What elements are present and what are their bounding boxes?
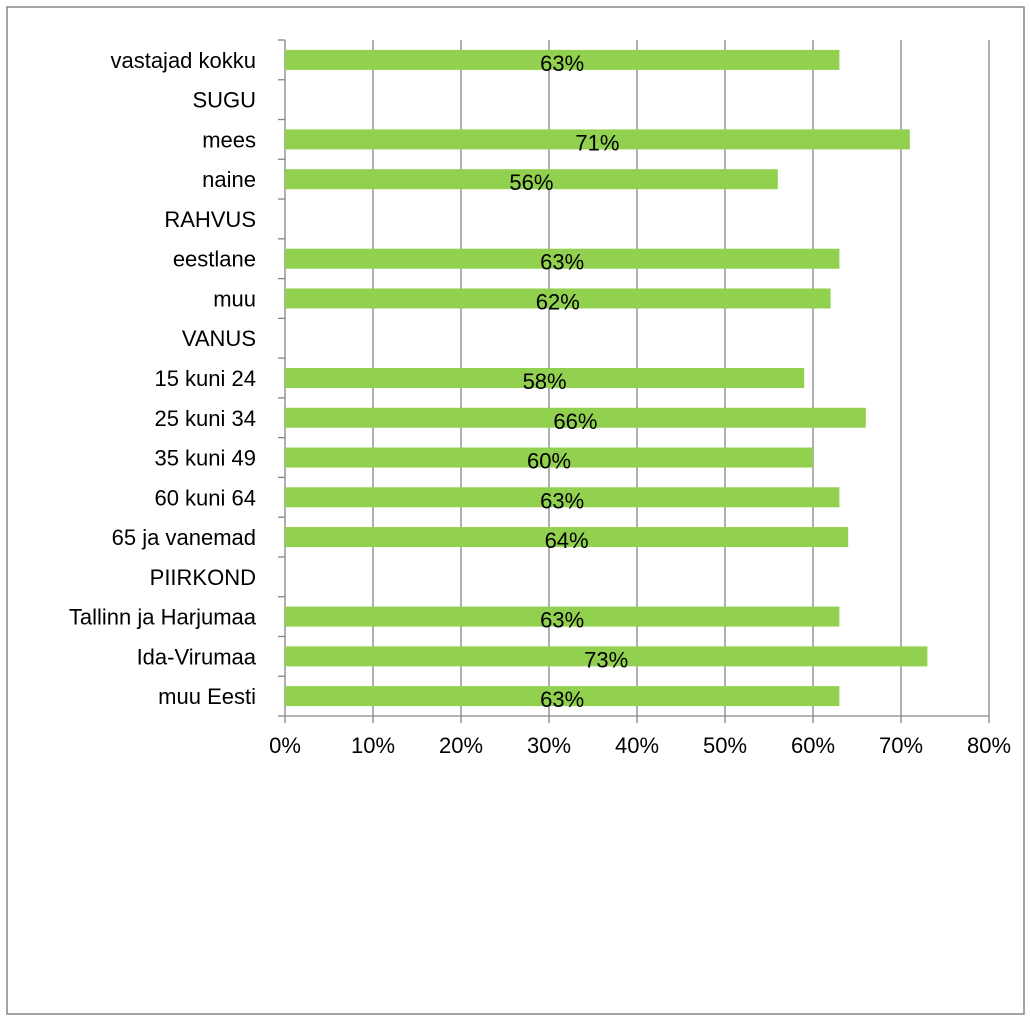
- x-tick-label: 40%: [615, 733, 659, 758]
- category-label: vastajad kokku: [110, 48, 256, 73]
- category-label: PIIRKOND: [150, 565, 256, 590]
- bar: [285, 169, 778, 190]
- data-label: 62%: [536, 289, 580, 314]
- data-label: 63%: [540, 250, 584, 275]
- data-label: 58%: [523, 369, 567, 394]
- chart-border: [6, 6, 1025, 1015]
- x-tick-label: 60%: [791, 733, 835, 758]
- bar: [285, 129, 910, 150]
- data-label: 63%: [540, 488, 584, 513]
- category-label: muu: [213, 286, 256, 311]
- x-tick-label: 30%: [527, 733, 571, 758]
- category-label: 25 kuni 34: [154, 406, 256, 431]
- category-label: naine: [202, 167, 256, 192]
- data-label: 56%: [509, 170, 553, 195]
- data-label: 63%: [540, 51, 584, 76]
- bar: [285, 248, 840, 269]
- bar: [285, 646, 928, 667]
- category-label: mees: [202, 127, 256, 152]
- bar: [285, 368, 805, 388]
- category-label: muu Eesti: [158, 684, 256, 709]
- x-tick-label: 80%: [967, 733, 1011, 758]
- x-tick-label: 10%: [351, 733, 395, 758]
- bar: [285, 606, 840, 627]
- data-label: 64%: [545, 528, 589, 553]
- category-label: RAHVUS: [164, 207, 256, 232]
- category-label: eestlane: [173, 247, 256, 272]
- bar: [285, 527, 849, 548]
- category-label: 35 kuni 49: [154, 446, 256, 471]
- bar: [285, 447, 813, 468]
- x-tick-label: 20%: [439, 733, 483, 758]
- data-label: 63%: [540, 608, 584, 633]
- bar: [285, 288, 831, 309]
- category-label: Tallinn ja Harjumaa: [69, 605, 257, 630]
- category-label: Ida-Virumaa: [137, 644, 257, 669]
- labels: 0% 10% 20% 30% 40% 50% 60% 70% 80% vastajad kokku…: [69, 48, 1011, 758]
- category-label: SUGU: [192, 88, 256, 113]
- category-label: VANUS: [182, 326, 256, 351]
- data-label: 63%: [540, 687, 584, 712]
- bar: [285, 487, 840, 508]
- data-label: 73%: [584, 647, 628, 672]
- x-tick-label: 50%: [703, 733, 747, 758]
- x-tick-label: 0%: [269, 733, 301, 758]
- data-label: 66%: [553, 409, 597, 434]
- x-tick-label: 70%: [879, 733, 923, 758]
- bar: [285, 49, 840, 70]
- bar: [285, 407, 866, 428]
- data-label: 60%: [527, 449, 571, 474]
- category-label: 60 kuni 64: [154, 485, 256, 510]
- category-label: 65 ja vanemad: [112, 525, 256, 550]
- bars: [285, 49, 928, 707]
- bar: [285, 686, 840, 707]
- category-label: 15 kuni 24: [154, 366, 256, 391]
- data-label: 71%: [575, 130, 619, 155]
